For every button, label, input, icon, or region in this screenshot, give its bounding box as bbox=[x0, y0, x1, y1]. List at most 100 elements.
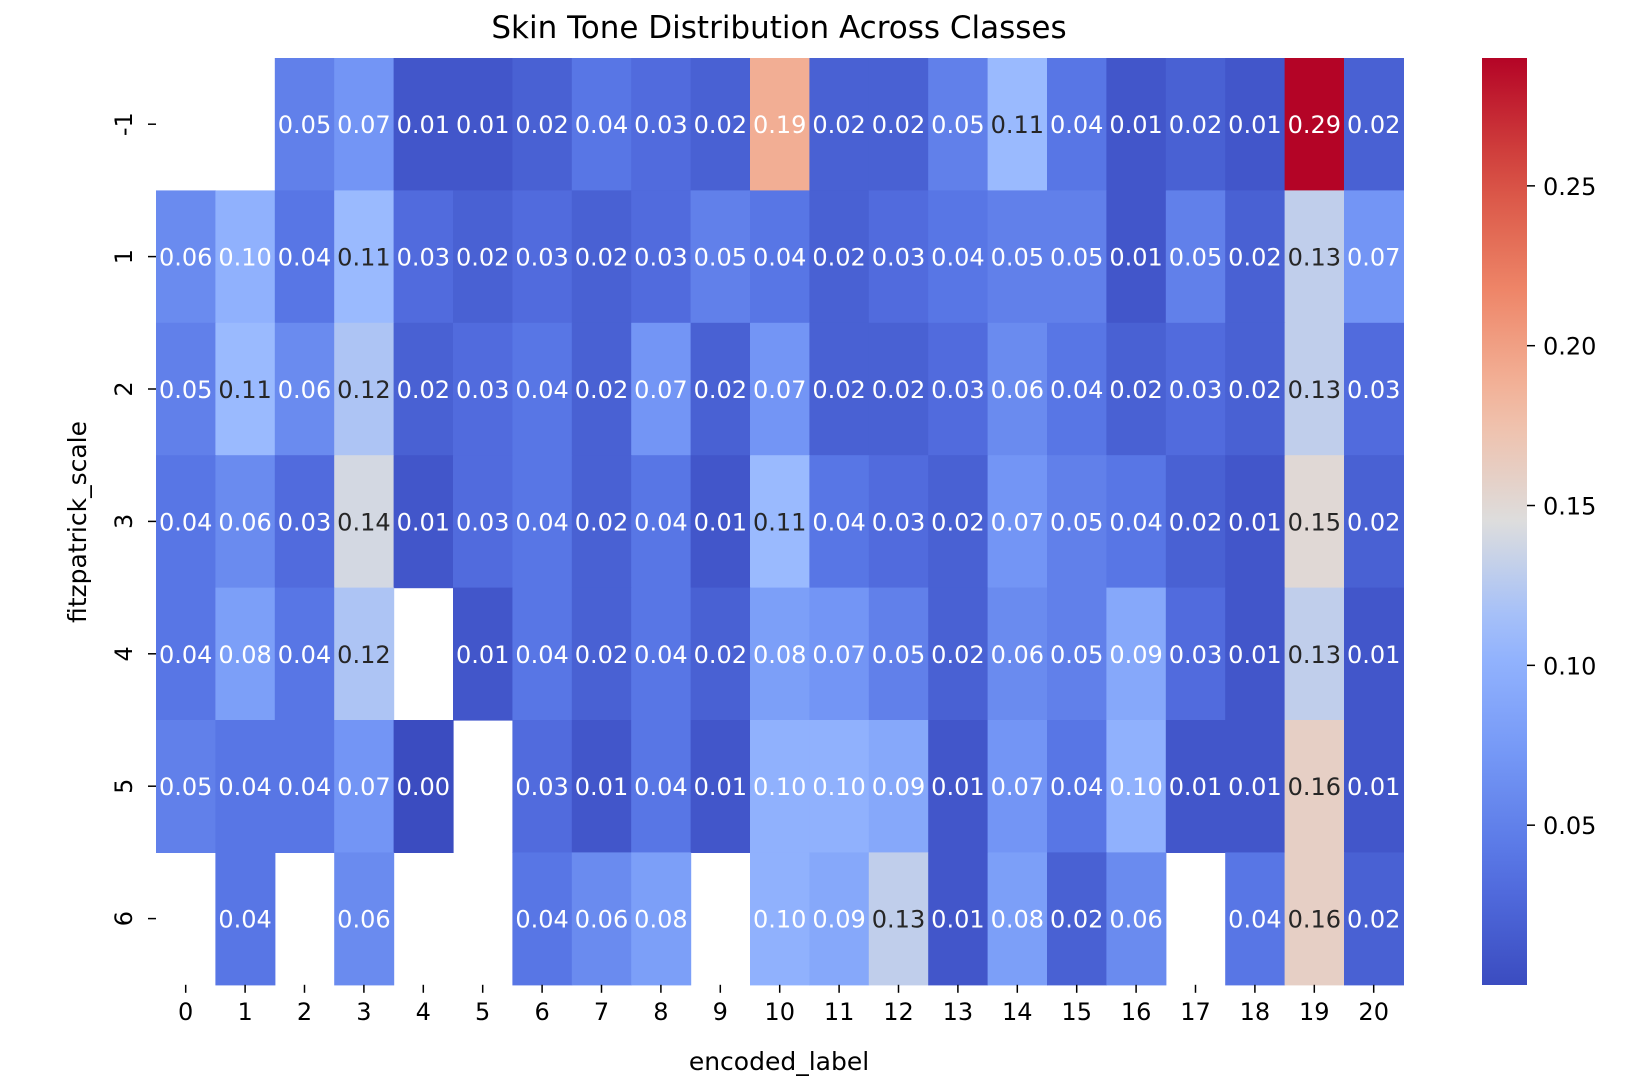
heatmap-cell bbox=[631, 587, 692, 721]
heatmap-cell bbox=[215, 322, 276, 456]
cell-value-label: 0.03 bbox=[456, 376, 509, 404]
heatmap-cell bbox=[868, 58, 929, 191]
cell-value-label: 0.02 bbox=[1169, 508, 1222, 536]
heatmap-cell bbox=[334, 58, 395, 191]
cell-value-label: 0.04 bbox=[812, 508, 865, 536]
cell-value-label: 0.07 bbox=[991, 773, 1044, 801]
heatmap-cell bbox=[571, 190, 632, 324]
x-tick-label: 4 bbox=[416, 998, 431, 1026]
heatmap-cell bbox=[156, 587, 216, 721]
y-tick-label: 2 bbox=[110, 381, 138, 396]
colorbar-tick-label: 0.20 bbox=[1543, 333, 1596, 361]
cell-value-label: 0.03 bbox=[872, 508, 925, 536]
x-tick-label: 7 bbox=[594, 998, 609, 1026]
x-tick-label: 0 bbox=[178, 998, 193, 1026]
cell-value-label: 0.11 bbox=[337, 244, 390, 272]
cell-value-label: 0.01 bbox=[694, 508, 747, 536]
cell-value-label: 0.04 bbox=[634, 508, 687, 536]
colorbar-tick-label: 0.25 bbox=[1543, 173, 1596, 201]
cell-value-label: 0.04 bbox=[575, 111, 628, 139]
cell-value-label: 0.02 bbox=[1347, 508, 1400, 536]
cell-value-label: 0.11 bbox=[991, 111, 1044, 139]
heatmap-cell bbox=[1344, 190, 1404, 324]
heatmap-cell bbox=[809, 58, 870, 191]
heatmap-cell bbox=[334, 587, 395, 721]
chart-title: Skin Tone Distribution Across Classes bbox=[491, 10, 1066, 46]
heatmap-cell bbox=[1165, 58, 1226, 191]
cell-value-label: 0.02 bbox=[1228, 244, 1281, 272]
heatmap-cell bbox=[928, 587, 989, 721]
heatmap-cell bbox=[156, 190, 216, 324]
heatmap-cell bbox=[868, 852, 929, 986]
heatmap-cell bbox=[809, 720, 870, 853]
cell-value-label: 0.03 bbox=[872, 244, 925, 272]
cell-value-label: 0.16 bbox=[1288, 906, 1341, 934]
heatmap-cell bbox=[868, 455, 929, 589]
cell-value-label: 0.07 bbox=[812, 641, 865, 669]
x-axis-label: encoded_label bbox=[689, 1047, 869, 1076]
heatmap-cell bbox=[512, 322, 573, 456]
cell-value-label: 0.01 bbox=[1347, 641, 1400, 669]
heatmap-cell bbox=[1225, 852, 1286, 986]
heatmap-cell bbox=[631, 852, 692, 986]
cell-value-label: 0.03 bbox=[456, 508, 509, 536]
cell-value-label: 0.02 bbox=[575, 508, 628, 536]
cell-value-label: 0.04 bbox=[278, 244, 331, 272]
cell-value-label: 0.08 bbox=[218, 641, 271, 669]
heatmap-cell bbox=[393, 58, 454, 191]
cell-value-label: 0.06 bbox=[218, 508, 271, 536]
cell-value-label: 0.10 bbox=[1109, 773, 1162, 801]
x-tick-label: 6 bbox=[534, 998, 549, 1026]
cell-value-label: 0.12 bbox=[337, 376, 390, 404]
heatmap-cells bbox=[156, 58, 1404, 986]
heatmap-cell bbox=[1047, 720, 1107, 853]
y-axis-ticks: -1 1 2 3 4 5 6 bbox=[110, 112, 156, 926]
x-tick-label: 16 bbox=[1121, 998, 1152, 1026]
heatmap-cell bbox=[987, 587, 1048, 721]
heatmap-cell bbox=[690, 720, 751, 853]
heatmap-cell bbox=[1284, 587, 1345, 721]
heatmap-cell bbox=[1106, 58, 1167, 191]
heatmap-cell bbox=[393, 455, 454, 589]
cell-value-label: 0.02 bbox=[575, 244, 628, 272]
cell-value-label: 0.10 bbox=[753, 906, 806, 934]
heatmap-cell bbox=[631, 455, 692, 589]
cell-value-label: 0.03 bbox=[278, 508, 331, 536]
cell-value-label: 0.01 bbox=[1228, 111, 1281, 139]
heatmap-cell bbox=[571, 720, 632, 853]
cell-value-label: 0.02 bbox=[1169, 111, 1222, 139]
heatmap-cell bbox=[215, 720, 276, 853]
heatmap-cell bbox=[809, 455, 870, 589]
cell-value-label: 0.01 bbox=[1109, 111, 1162, 139]
cell-value-label: 0.01 bbox=[1347, 773, 1400, 801]
x-tick-label: 1 bbox=[237, 998, 252, 1026]
cell-value-label: 0.02 bbox=[397, 376, 450, 404]
heatmap-cell bbox=[750, 852, 810, 986]
cell-value-label: 0.04 bbox=[515, 641, 568, 669]
heatmap-cell bbox=[690, 455, 751, 589]
x-tick-label: 11 bbox=[824, 998, 855, 1026]
heatmap-cell bbox=[868, 587, 929, 721]
cell-value-label: 0.02 bbox=[812, 244, 865, 272]
heatmap-cell bbox=[453, 190, 513, 324]
cell-value-label: 0.05 bbox=[278, 111, 331, 139]
heatmap-cell bbox=[334, 322, 395, 456]
heatmap-cell bbox=[987, 58, 1048, 191]
cell-value-label: 0.02 bbox=[515, 111, 568, 139]
cell-value-label: 0.02 bbox=[694, 111, 747, 139]
x-axis-ticks: 0 1 2 3 4 5 6 7 8 9 10 11 12 13 14 15 16 17 18 19 20 bbox=[178, 984, 1389, 1026]
x-tick-label: 17 bbox=[1180, 998, 1211, 1026]
heatmap-cell bbox=[809, 322, 870, 456]
cell-value-label: 0.05 bbox=[931, 111, 984, 139]
heatmap-cell bbox=[690, 190, 751, 324]
x-tick-label: 5 bbox=[475, 998, 490, 1026]
heatmap-cell bbox=[868, 322, 929, 456]
cell-value-label: 0.05 bbox=[1169, 244, 1222, 272]
heatmap-cell bbox=[1284, 58, 1345, 191]
x-tick-label: 12 bbox=[883, 998, 914, 1026]
cell-value-label: 0.02 bbox=[872, 111, 925, 139]
cell-value-label: 0.09 bbox=[872, 773, 925, 801]
cell-value-label: 0.03 bbox=[515, 244, 568, 272]
heatmap-cell bbox=[571, 587, 632, 721]
